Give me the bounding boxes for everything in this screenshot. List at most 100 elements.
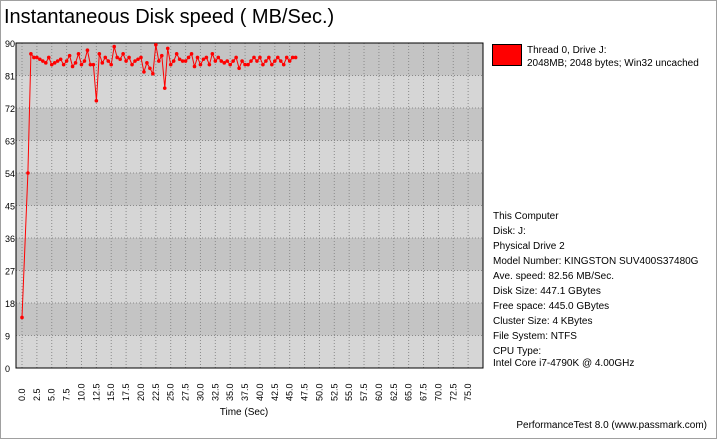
data-point [35,55,39,60]
plot-band [16,303,483,336]
data-point [216,55,221,60]
data-point [52,61,57,65]
legend-entry: Thread 0, Drive J: 2048MB; 2048 bytes; W… [527,44,699,70]
data-point [189,52,194,56]
system-info: This Computer Disk: J: Physical Drive 2 … [493,209,715,370]
data-point [225,59,230,63]
x-tick-label: 70.0 [433,383,443,401]
data-point [121,52,125,56]
data-point [73,61,78,65]
x-tick-label: 60.0 [374,383,384,401]
data-point [284,55,289,60]
plot-band [16,140,483,173]
data-point [258,55,262,60]
data-point [210,52,215,56]
data-point [157,59,161,63]
x-tick-label: 45.0 [285,383,295,401]
info-cpu-value: Intel Core i7-4790K @ 4.00GHz [493,358,635,369]
data-point [79,62,84,67]
info-cpu-label: CPU Type: [493,346,542,357]
y-tick-label: 72 [5,104,15,114]
x-tick-label: 27.5 [181,383,191,401]
data-point [82,59,87,63]
data-point [222,61,227,65]
data-point [136,57,140,62]
y-tick-label: 9 [5,332,10,342]
data-point [29,52,33,56]
info-disk-size: Disk Size: 447.1 GBytes [493,286,601,297]
x-tick-label: 25.0 [166,383,176,401]
data-point [201,57,206,62]
data-point [249,59,253,63]
data-point [151,71,155,76]
legend-series-details: 2048MB; 2048 bytes; Win32 uncached [527,58,699,69]
info-physical-drive: Physical Drive 2 [493,241,565,252]
data-point [106,59,111,63]
data-point [94,98,99,103]
x-tick-label: 67.5 [419,383,429,401]
x-tick-label: 35.0 [225,383,235,401]
y-tick-label: 90 [5,39,15,49]
x-tick-label: 2.5 [32,388,42,401]
data-point [231,59,235,63]
data-point [145,61,149,65]
data-point [168,62,173,67]
info-average-speed: Ave. speed: 82.56 MB/Sec. [493,271,615,282]
data-point [46,55,51,60]
plot-band [16,43,483,76]
data-point [130,62,134,67]
data-point [20,315,24,320]
x-tick-label: 17.5 [121,383,131,401]
data-point [64,59,69,63]
x-tick-label: 7.5 [62,388,72,401]
data-point [281,62,286,67]
data-point [275,55,280,60]
data-point [243,62,247,67]
info-file-system: File System: NTFS [493,331,577,342]
x-axis-label: Time (Sec) [220,407,269,418]
data-point [124,59,128,63]
series-layer [20,43,298,320]
data-point [85,48,90,53]
x-tick-label: 62.5 [389,383,399,401]
data-point [195,55,200,60]
data-point [246,62,250,67]
x-tick-label: 52.5 [329,383,339,401]
data-point [88,62,93,67]
data-point [219,59,224,63]
data-point [154,43,158,47]
data-point [91,62,96,67]
plot-border [15,42,484,369]
data-point [270,62,274,67]
plot-band [16,108,483,141]
data-point [180,59,185,63]
data-point [237,66,241,71]
plot-band [16,335,483,368]
y-tick-label: 81 [5,72,15,82]
x-tick-label: 65.0 [404,383,414,401]
data-point [38,57,42,62]
data-point [67,53,72,58]
data-point [70,64,75,69]
x-tick-label: 5.0 [47,388,57,401]
x-tick-label: 12.5 [91,383,101,401]
x-tick-label: 10.0 [76,383,86,401]
data-point [278,59,283,63]
data-point [115,55,119,60]
data-point [109,62,114,67]
data-point [177,57,182,62]
plot-band [16,270,483,303]
data-point [252,55,256,60]
info-cluster-size: Cluster Size: 4 KBytes [493,316,593,327]
data-point [287,59,292,63]
y-tick-label: 63 [5,137,15,147]
data-point [165,46,170,51]
info-free-space: Free space: 445.0 GBytes [493,301,610,312]
y-axis-ticks: 0 9 18 27 36 45 54 63 72 81 90 [5,39,15,374]
data-point [261,62,265,67]
plot-band [16,205,483,238]
info-computer: This Computer [493,211,559,222]
data-point [139,55,143,60]
data-point [133,59,137,63]
